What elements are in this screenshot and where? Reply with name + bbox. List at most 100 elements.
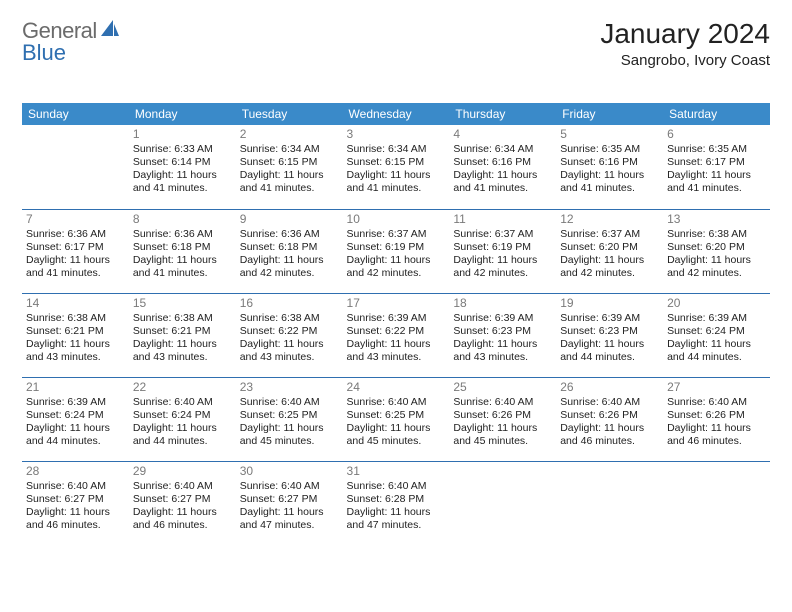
day-info: Sunrise: 6:40 AMSunset: 6:28 PMDaylight:… xyxy=(347,480,446,533)
month-title: January 2024 xyxy=(600,18,770,50)
weekday-header: Saturday xyxy=(663,103,770,125)
day-number: 24 xyxy=(347,380,446,395)
day-number: 16 xyxy=(240,296,339,311)
day-number: 26 xyxy=(560,380,659,395)
day-number: 28 xyxy=(26,464,125,479)
day-number: 27 xyxy=(667,380,766,395)
day-info: Sunrise: 6:40 AMSunset: 6:27 PMDaylight:… xyxy=(26,480,125,533)
day-number: 8 xyxy=(133,212,232,227)
calendar-day-cell: 19Sunrise: 6:39 AMSunset: 6:23 PMDayligh… xyxy=(556,293,663,377)
weekday-header: Thursday xyxy=(449,103,556,125)
calendar-week-row: 28Sunrise: 6:40 AMSunset: 6:27 PMDayligh… xyxy=(22,461,770,545)
day-info: Sunrise: 6:36 AMSunset: 6:18 PMDaylight:… xyxy=(133,228,232,281)
day-number: 25 xyxy=(453,380,552,395)
calendar-day-cell: 25Sunrise: 6:40 AMSunset: 6:26 PMDayligh… xyxy=(449,377,556,461)
calendar-day-cell: 1Sunrise: 6:33 AMSunset: 6:14 PMDaylight… xyxy=(129,125,236,209)
day-info: Sunrise: 6:39 AMSunset: 6:23 PMDaylight:… xyxy=(453,312,552,365)
weekday-header: Tuesday xyxy=(236,103,343,125)
day-number: 7 xyxy=(26,212,125,227)
day-number: 6 xyxy=(667,127,766,142)
calendar-day-cell: 30Sunrise: 6:40 AMSunset: 6:27 PMDayligh… xyxy=(236,461,343,545)
calendar-day-cell: 11Sunrise: 6:37 AMSunset: 6:19 PMDayligh… xyxy=(449,209,556,293)
calendar-day-cell: 9Sunrise: 6:36 AMSunset: 6:18 PMDaylight… xyxy=(236,209,343,293)
calendar-day-cell: 16Sunrise: 6:38 AMSunset: 6:22 PMDayligh… xyxy=(236,293,343,377)
calendar-day-cell: 3Sunrise: 6:34 AMSunset: 6:15 PMDaylight… xyxy=(343,125,450,209)
day-info: Sunrise: 6:36 AMSunset: 6:18 PMDaylight:… xyxy=(240,228,339,281)
calendar-day-cell: 28Sunrise: 6:40 AMSunset: 6:27 PMDayligh… xyxy=(22,461,129,545)
day-number: 11 xyxy=(453,212,552,227)
calendar-day-cell: 23Sunrise: 6:40 AMSunset: 6:25 PMDayligh… xyxy=(236,377,343,461)
day-number: 9 xyxy=(240,212,339,227)
day-number: 22 xyxy=(133,380,232,395)
day-info: Sunrise: 6:40 AMSunset: 6:26 PMDaylight:… xyxy=(453,396,552,449)
day-number: 18 xyxy=(453,296,552,311)
logo-text-2: Blue xyxy=(22,40,66,66)
day-info: Sunrise: 6:38 AMSunset: 6:20 PMDaylight:… xyxy=(667,228,766,281)
day-number: 1 xyxy=(133,127,232,142)
calendar-week-row: 21Sunrise: 6:39 AMSunset: 6:24 PMDayligh… xyxy=(22,377,770,461)
calendar-day-cell: 22Sunrise: 6:40 AMSunset: 6:24 PMDayligh… xyxy=(129,377,236,461)
day-info: Sunrise: 6:34 AMSunset: 6:15 PMDaylight:… xyxy=(240,143,339,196)
weekday-header: Wednesday xyxy=(343,103,450,125)
day-info: Sunrise: 6:38 AMSunset: 6:21 PMDaylight:… xyxy=(133,312,232,365)
day-number: 29 xyxy=(133,464,232,479)
day-info: Sunrise: 6:33 AMSunset: 6:14 PMDaylight:… xyxy=(133,143,232,196)
day-info: Sunrise: 6:39 AMSunset: 6:24 PMDaylight:… xyxy=(667,312,766,365)
day-info: Sunrise: 6:40 AMSunset: 6:27 PMDaylight:… xyxy=(240,480,339,533)
day-number: 12 xyxy=(560,212,659,227)
calendar-day-cell xyxy=(449,461,556,545)
calendar-day-cell xyxy=(663,461,770,545)
day-info: Sunrise: 6:37 AMSunset: 6:19 PMDaylight:… xyxy=(347,228,446,281)
calendar-week-row: 7Sunrise: 6:36 AMSunset: 6:17 PMDaylight… xyxy=(22,209,770,293)
calendar-day-cell: 20Sunrise: 6:39 AMSunset: 6:24 PMDayligh… xyxy=(663,293,770,377)
day-info: Sunrise: 6:40 AMSunset: 6:26 PMDaylight:… xyxy=(667,396,766,449)
day-info: Sunrise: 6:38 AMSunset: 6:22 PMDaylight:… xyxy=(240,312,339,365)
calendar-day-cell: 5Sunrise: 6:35 AMSunset: 6:16 PMDaylight… xyxy=(556,125,663,209)
calendar-day-cell: 31Sunrise: 6:40 AMSunset: 6:28 PMDayligh… xyxy=(343,461,450,545)
day-number: 2 xyxy=(240,127,339,142)
calendar-day-cell: 7Sunrise: 6:36 AMSunset: 6:17 PMDaylight… xyxy=(22,209,129,293)
calendar-table: Sunday Monday Tuesday Wednesday Thursday… xyxy=(22,103,770,545)
day-number: 3 xyxy=(347,127,446,142)
day-info: Sunrise: 6:39 AMSunset: 6:23 PMDaylight:… xyxy=(560,312,659,365)
location: Sangrobo, Ivory Coast xyxy=(600,52,770,69)
calendar-day-cell: 15Sunrise: 6:38 AMSunset: 6:21 PMDayligh… xyxy=(129,293,236,377)
calendar-week-row: 1Sunrise: 6:33 AMSunset: 6:14 PMDaylight… xyxy=(22,125,770,209)
calendar-week-row: 14Sunrise: 6:38 AMSunset: 6:21 PMDayligh… xyxy=(22,293,770,377)
day-number: 14 xyxy=(26,296,125,311)
day-info: Sunrise: 6:34 AMSunset: 6:15 PMDaylight:… xyxy=(347,143,446,196)
day-info: Sunrise: 6:40 AMSunset: 6:24 PMDaylight:… xyxy=(133,396,232,449)
day-info: Sunrise: 6:40 AMSunset: 6:27 PMDaylight:… xyxy=(133,480,232,533)
day-info: Sunrise: 6:34 AMSunset: 6:16 PMDaylight:… xyxy=(453,143,552,196)
day-info: Sunrise: 6:36 AMSunset: 6:17 PMDaylight:… xyxy=(26,228,125,281)
day-number: 23 xyxy=(240,380,339,395)
day-number: 15 xyxy=(133,296,232,311)
calendar-day-cell xyxy=(22,125,129,209)
day-info: Sunrise: 6:35 AMSunset: 6:16 PMDaylight:… xyxy=(560,143,659,196)
logo-sail-icon xyxy=(99,18,121,38)
calendar-day-cell: 8Sunrise: 6:36 AMSunset: 6:18 PMDaylight… xyxy=(129,209,236,293)
calendar-day-cell: 14Sunrise: 6:38 AMSunset: 6:21 PMDayligh… xyxy=(22,293,129,377)
title-block: January 2024 Sangrobo, Ivory Coast xyxy=(600,18,770,69)
header: General January 2024 Sangrobo, Ivory Coa… xyxy=(22,18,770,69)
calendar-day-cell: 27Sunrise: 6:40 AMSunset: 6:26 PMDayligh… xyxy=(663,377,770,461)
calendar-day-cell: 18Sunrise: 6:39 AMSunset: 6:23 PMDayligh… xyxy=(449,293,556,377)
day-info: Sunrise: 6:39 AMSunset: 6:24 PMDaylight:… xyxy=(26,396,125,449)
calendar-day-cell: 26Sunrise: 6:40 AMSunset: 6:26 PMDayligh… xyxy=(556,377,663,461)
calendar-day-cell: 17Sunrise: 6:39 AMSunset: 6:22 PMDayligh… xyxy=(343,293,450,377)
weekday-header-row: Sunday Monday Tuesday Wednesday Thursday… xyxy=(22,103,770,125)
calendar-day-cell: 2Sunrise: 6:34 AMSunset: 6:15 PMDaylight… xyxy=(236,125,343,209)
weekday-header: Sunday xyxy=(22,103,129,125)
day-number: 20 xyxy=(667,296,766,311)
day-number: 30 xyxy=(240,464,339,479)
weekday-header: Monday xyxy=(129,103,236,125)
day-number: 4 xyxy=(453,127,552,142)
day-number: 21 xyxy=(26,380,125,395)
day-number: 13 xyxy=(667,212,766,227)
calendar-day-cell: 13Sunrise: 6:38 AMSunset: 6:20 PMDayligh… xyxy=(663,209,770,293)
day-info: Sunrise: 6:35 AMSunset: 6:17 PMDaylight:… xyxy=(667,143,766,196)
calendar-day-cell: 21Sunrise: 6:39 AMSunset: 6:24 PMDayligh… xyxy=(22,377,129,461)
calendar-day-cell xyxy=(556,461,663,545)
day-info: Sunrise: 6:38 AMSunset: 6:21 PMDaylight:… xyxy=(26,312,125,365)
day-info: Sunrise: 6:37 AMSunset: 6:19 PMDaylight:… xyxy=(453,228,552,281)
